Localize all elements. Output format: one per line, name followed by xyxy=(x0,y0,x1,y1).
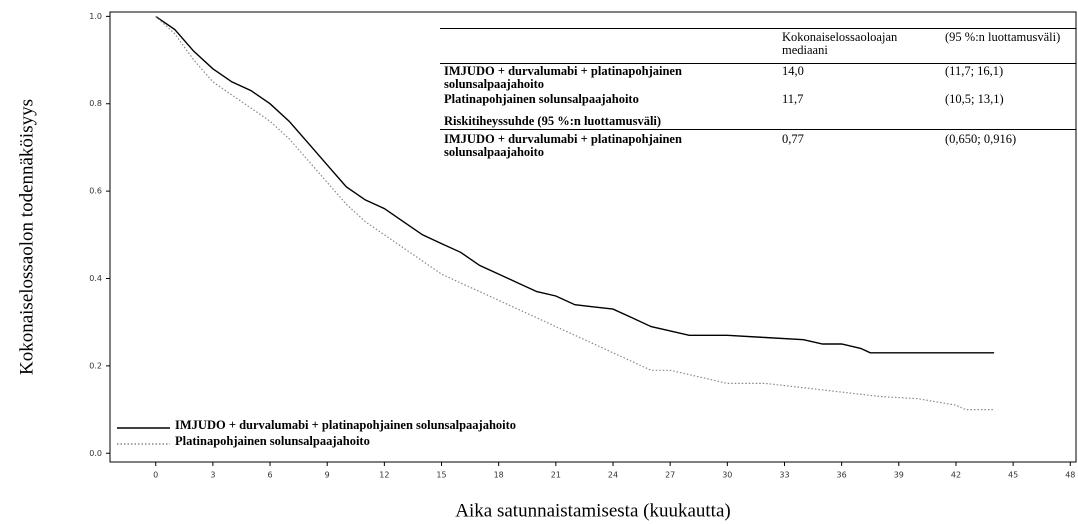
table-cell: 11,7 xyxy=(782,92,804,106)
y-tick-label: 0.2 xyxy=(89,361,102,370)
table-cell: (11,7; 16,1) xyxy=(945,64,1004,78)
x-tick-label: 9 xyxy=(325,471,330,480)
x-tick-label: 0 xyxy=(153,471,158,480)
survival-line xyxy=(155,15,995,354)
x-tick-label: 48 xyxy=(1065,471,1075,480)
x-tick-label: 39 xyxy=(894,471,904,480)
legend-label: Platinapohjainen solunsalpaajahoito xyxy=(175,434,370,448)
x-axis-label: Aika satunnaistamisesta (kuukautta) xyxy=(455,500,730,521)
table-cell: Platinapohjainen solunsalpaajahoito xyxy=(444,92,639,106)
table-cell: (0,650; 0,916) xyxy=(945,132,1017,146)
x-tick-label: 3 xyxy=(210,471,215,480)
summary-table: Kokonaiselossaoloajan mediaani (95 %:n l… xyxy=(440,28,1076,160)
legend-label: IMJUDO + durvalumabi + platinapohjainen … xyxy=(175,418,516,432)
table-row: Platinapohjainen solunsalpaajahoito 11,7… xyxy=(440,92,1076,107)
x-tick-label: 6 xyxy=(268,471,273,480)
table-cell xyxy=(440,29,778,64)
x-tick-label: 21 xyxy=(551,471,561,480)
x-tick-label: 12 xyxy=(379,471,389,480)
x-tick-label: 15 xyxy=(436,471,446,480)
x-tick-label: 30 xyxy=(722,471,732,480)
plot-frame xyxy=(109,11,1077,463)
table-header-cell: Kokonaiselossaoloajan mediaani xyxy=(782,30,898,57)
y-tick-label: 1.0 xyxy=(89,12,102,21)
table-cell: Riskitiheyssuhde (95 %:n luottamusväli) xyxy=(444,114,662,128)
survival-line xyxy=(155,15,995,411)
table-cell: 0,77 xyxy=(782,132,804,146)
table-row: IMJUDO + durvalumabi + platinapohjainen … xyxy=(440,64,1076,93)
table-cell: (10,5; 13,1) xyxy=(945,92,1004,106)
table-cell: IMJUDO + durvalumabi + platinapohjainen … xyxy=(444,64,682,91)
x-tick-label: 33 xyxy=(779,471,789,480)
y-tick-label: 0.0 xyxy=(89,449,102,458)
x-tick-label: 27 xyxy=(665,471,675,480)
x-tick-label: 42 xyxy=(951,471,961,480)
y-tick-label: 0.6 xyxy=(89,187,102,196)
x-tick-label: 18 xyxy=(494,471,504,480)
table-row: IMJUDO + durvalumabi + platinapohjainen … xyxy=(440,130,1076,161)
table-cell: IMJUDO + durvalumabi + platinapohjainen … xyxy=(444,132,682,159)
y-tick-label: 0.4 xyxy=(89,274,102,283)
x-tick-label: 24 xyxy=(608,471,618,480)
table-header-cell: (95 %:n luottamusväli) xyxy=(945,30,1061,44)
x-tick-label: 45 xyxy=(1008,471,1018,480)
table-cell: 14,0 xyxy=(782,64,804,78)
table-header: Kokonaiselossaoloajan mediaani (95 %:n l… xyxy=(440,28,1076,64)
y-tick-label: 0.8 xyxy=(89,99,102,108)
table-row: Riskitiheyssuhde (95 %:n luottamusväli) xyxy=(440,107,1076,130)
y-axis-label: Kokonaiselossaolon todennäköisyys xyxy=(16,99,37,375)
x-tick-label: 36 xyxy=(837,471,847,480)
